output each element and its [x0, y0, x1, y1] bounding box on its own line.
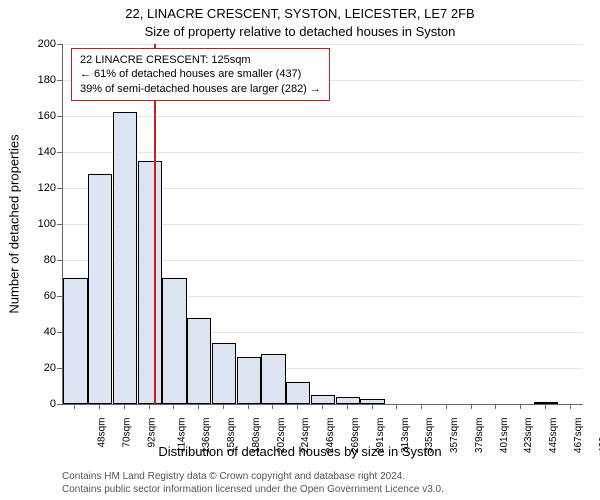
y-tick-label: 140 [16, 146, 56, 158]
bar [212, 343, 236, 404]
bar [336, 397, 360, 404]
bar [187, 318, 211, 404]
x-tick-mark [347, 404, 348, 409]
y-tick-label: 100 [16, 218, 56, 230]
x-tick-label: 202sqm [276, 418, 287, 454]
x-tick-label: 445sqm [548, 418, 559, 454]
x-tick-mark [248, 404, 249, 409]
y-tick-label: 0 [16, 398, 56, 410]
x-tick-mark [124, 404, 125, 409]
y-tick-mark [57, 332, 62, 333]
x-tick-label: 158sqm [226, 418, 237, 454]
annotation-line2: ← 61% of detached houses are smaller (43… [80, 67, 321, 81]
x-tick-label: 70sqm [122, 418, 133, 448]
x-tick-label: 379sqm [474, 418, 485, 454]
x-tick-mark [495, 404, 496, 409]
y-tick-mark [57, 368, 62, 369]
x-tick-label: 48sqm [97, 418, 108, 448]
chart-container: 22, LINACRE CRESCENT, SYSTON, LEICESTER,… [0, 0, 600, 500]
y-tick-mark [57, 188, 62, 189]
x-tick-mark [446, 404, 447, 409]
x-tick-label: 180sqm [251, 418, 262, 454]
x-tick-mark [223, 404, 224, 409]
y-tick-label: 120 [16, 182, 56, 194]
plot-area: 22 LINACRE CRESCENT: 125sqm ← 61% of det… [62, 44, 583, 405]
y-tick-mark [57, 152, 62, 153]
y-tick-mark [57, 404, 62, 405]
x-tick-label: 467sqm [573, 418, 584, 454]
bar [534, 402, 558, 404]
annotation-box: 22 LINACRE CRESCENT: 125sqm ← 61% of det… [71, 48, 330, 101]
y-tick-mark [57, 296, 62, 297]
x-tick-label: 92sqm [146, 418, 157, 448]
y-tick-label: 60 [16, 290, 56, 302]
x-tick-label: 136sqm [202, 418, 213, 454]
chart-title-line1: 22, LINACRE CRESCENT, SYSTON, LEICESTER,… [0, 6, 600, 21]
y-tick-mark [57, 260, 62, 261]
x-tick-mark [396, 404, 397, 409]
x-tick-mark [570, 404, 571, 409]
x-tick-label: 224sqm [301, 418, 312, 454]
x-tick-mark [297, 404, 298, 409]
y-tick-label: 200 [16, 38, 56, 50]
x-tick-mark [173, 404, 174, 409]
bar [113, 112, 137, 404]
x-tick-label: 269sqm [350, 418, 361, 454]
x-tick-mark [421, 404, 422, 409]
annotation-line3: 39% of semi-detached houses are larger (… [80, 82, 321, 96]
x-tick-label: 114sqm [176, 418, 187, 453]
bar [63, 278, 87, 404]
bar [162, 278, 186, 404]
y-tick-label: 20 [16, 362, 56, 374]
footer-text: Contains HM Land Registry data © Crown c… [62, 471, 444, 496]
x-tick-mark [74, 404, 75, 409]
y-tick-mark [57, 116, 62, 117]
y-tick-label: 160 [16, 110, 56, 122]
footer-line1: Contains HM Land Registry data © Crown c… [62, 471, 444, 484]
x-tick-label: 246sqm [325, 418, 336, 454]
x-tick-label: 291sqm [375, 418, 386, 454]
x-tick-mark [198, 404, 199, 409]
annotation-line1: 22 LINACRE CRESCENT: 125sqm [80, 53, 321, 67]
bar [261, 354, 285, 404]
y-tick-label: 180 [16, 74, 56, 86]
x-tick-label: 335sqm [424, 418, 435, 454]
x-tick-label: 357sqm [449, 418, 460, 454]
x-tick-mark [520, 404, 521, 409]
bar [286, 382, 310, 404]
x-tick-mark [99, 404, 100, 409]
y-tick-mark [57, 44, 62, 45]
x-tick-label: 313sqm [400, 418, 411, 454]
bar [138, 161, 162, 404]
y-tick-mark [57, 224, 62, 225]
bar [237, 357, 261, 404]
x-tick-mark [322, 404, 323, 409]
x-tick-mark [545, 404, 546, 409]
x-tick-mark [372, 404, 373, 409]
bar [88, 174, 112, 404]
x-tick-mark [149, 404, 150, 409]
footer-line2: Contains public sector information licen… [62, 484, 444, 497]
x-tick-mark [471, 404, 472, 409]
x-tick-label: 401sqm [499, 418, 510, 454]
chart-title-line2: Size of property relative to detached ho… [0, 24, 600, 39]
y-tick-label: 80 [16, 254, 56, 266]
x-tick-label: 423sqm [523, 418, 534, 454]
y-tick-mark [57, 80, 62, 81]
bar [311, 395, 335, 404]
x-tick-mark [272, 404, 273, 409]
y-tick-label: 40 [16, 326, 56, 338]
